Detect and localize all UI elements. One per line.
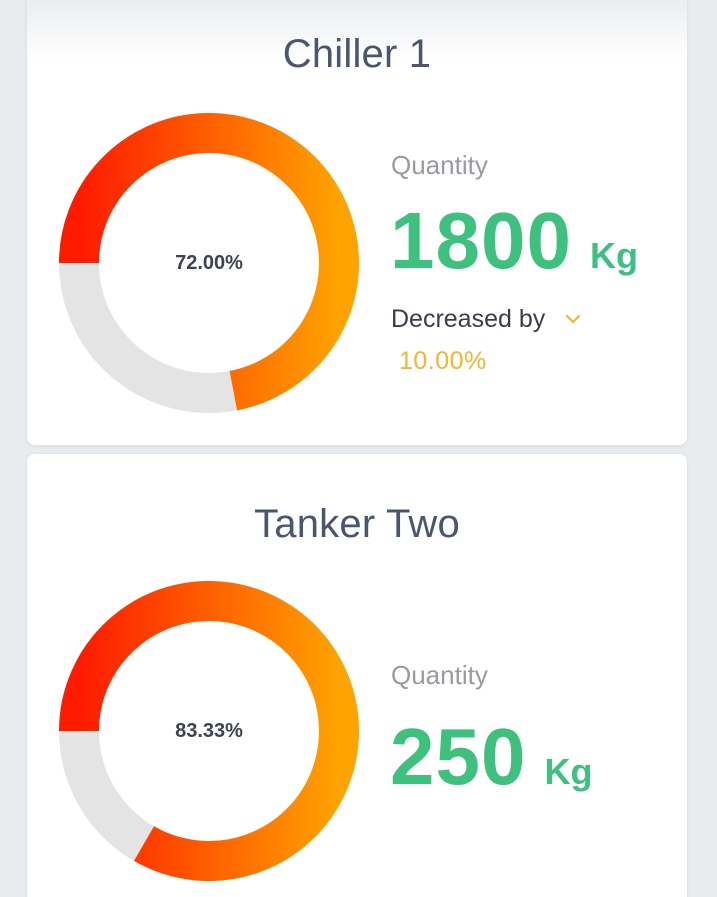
card-title: Chiller 1 [282,32,432,76]
quantity-label: Quantity [391,150,488,180]
change-label: Decreased by [391,305,582,335]
quantity-label: Quantity [391,660,488,690]
quantity-value: 1800 [390,196,572,285]
quantity-value: 250 [390,712,527,801]
donut-svg [59,581,359,881]
chevron-down-icon [564,303,582,332]
card-title: Tanker Two [254,502,460,546]
donut-percent-label: 83.33% [175,720,243,742]
fill-level-donut: 72.00% [59,113,359,413]
quantity-row: 250 Kg [390,712,592,802]
quantity-unit: Kg [589,235,638,276]
change-label-text: Decreased by [391,305,546,333]
storage-card-chiller-1[interactable]: Chiller 1 72.00% Quantity 1800 Kg Decreas… [27,0,687,445]
quantity-unit: Kg [544,751,593,792]
storage-card-tanker-two[interactable]: Tanker Two 83.33% Quantity 250 Kg [27,454,687,897]
donut-percent-label: 72.00% [175,252,243,274]
fill-level-donut: 83.33% [59,581,359,881]
donut-fill-arc [59,581,359,881]
change-value: 10.00% [399,347,487,375]
quantity-row: 1800 Kg [390,196,638,286]
donut-fill-arc [59,113,359,411]
donut-svg [59,113,359,413]
